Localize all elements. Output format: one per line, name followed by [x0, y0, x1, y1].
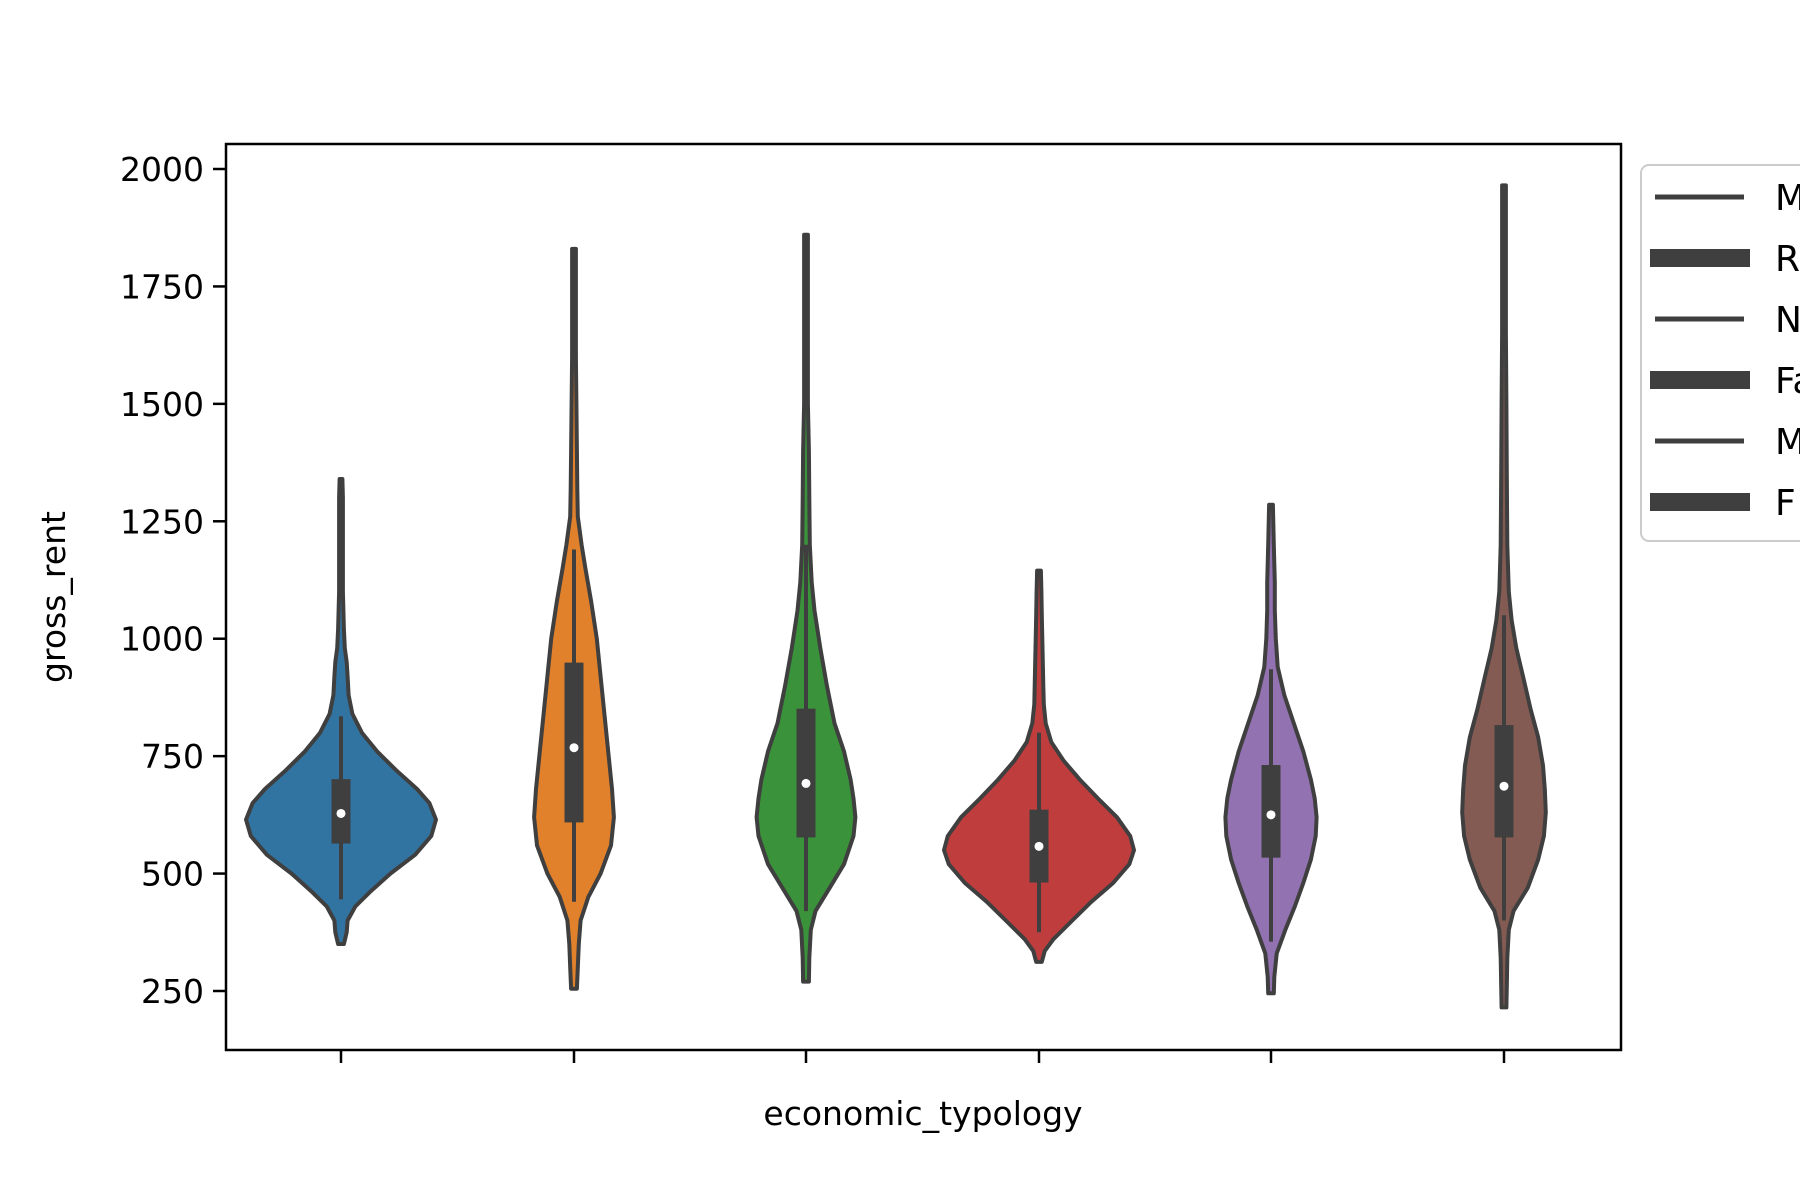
y-tick-label: 500: [141, 855, 204, 894]
violin-median-point: [801, 778, 811, 788]
legend-label: R: [1775, 239, 1800, 280]
x-axis-label: economic_typology: [763, 1094, 1082, 1133]
y-tick-label: 750: [141, 737, 204, 776]
y-tick-label: 1250: [120, 502, 204, 541]
y-tick-label: 1750: [120, 267, 204, 306]
violin-median-point: [1034, 841, 1044, 851]
legend-label: M: [1775, 422, 1800, 463]
y-tick-label: 250: [141, 972, 204, 1011]
violin-layer: [244, 183, 1548, 1010]
violin-iqr-box: [564, 662, 584, 823]
violin-iqr-box: [1494, 725, 1514, 838]
violin-group: [942, 568, 1136, 964]
y-axis-ticks: 250 500 750 1000 1250 1500 1750 2000: [120, 150, 226, 1011]
y-tick-label: 2000: [120, 150, 204, 189]
legend-item: N: [1655, 300, 1800, 341]
violin-median-point: [569, 743, 579, 753]
legend-item: M: [1655, 422, 1800, 463]
legend-label: Fa: [1775, 361, 1800, 402]
violin-body: [1460, 183, 1548, 1010]
legend-label: F: [1775, 483, 1796, 524]
y-tick-label: 1000: [120, 620, 204, 659]
violin-group: [1223, 502, 1319, 996]
legend: MRNFaMF: [1640, 164, 1800, 542]
violin-body: [244, 477, 438, 946]
legend-item: M: [1655, 178, 1800, 219]
y-tick-label: 1500: [120, 385, 204, 424]
legend-label: M: [1775, 178, 1800, 219]
violin-iqr-box: [796, 708, 816, 838]
violin-group: [1460, 183, 1548, 1010]
x-axis-ticks: [339, 1050, 1506, 1063]
legend-items: MRNFaMF: [1650, 178, 1800, 524]
violin-group: [532, 246, 616, 991]
legend-item: Fa: [1650, 361, 1800, 402]
violin-median-point: [1266, 810, 1276, 820]
violin-group: [754, 232, 858, 984]
legend-label: N: [1775, 300, 1800, 341]
legend-item: F: [1650, 483, 1796, 524]
plot-area-frame: [224, 142, 1623, 1052]
violin-median-point: [336, 808, 346, 818]
legend-item: R: [1650, 239, 1800, 280]
y-axis-label: gross_rent: [34, 511, 73, 683]
violin-group: [244, 477, 438, 946]
violin-median-point: [1499, 781, 1509, 791]
